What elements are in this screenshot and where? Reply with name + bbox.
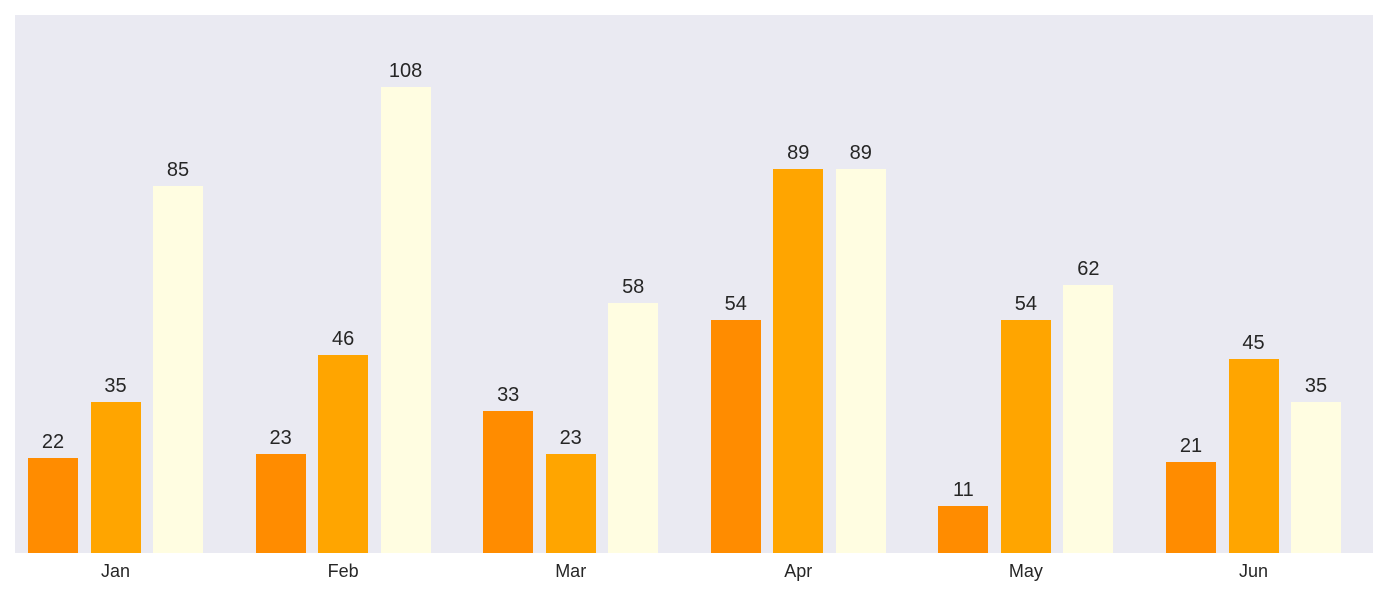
value-label: 54 [724, 293, 747, 315]
value-label: 58 [622, 276, 645, 298]
bar-group-jun: 21 45 35 Jun [1166, 15, 1341, 581]
bar-group-feb: 23 46 108 Feb [255, 15, 431, 581]
bar-group-mar: 33 23 58 Mar [483, 15, 659, 581]
bar-apr-series-2 [773, 169, 824, 553]
bar-group-jan: 22 35 85 Jan [28, 15, 203, 581]
bar-group-apr: 54 89 89 Apr [710, 15, 886, 581]
value-label: 62 [1077, 258, 1100, 280]
value-label: 23 [559, 427, 582, 449]
value-label: 45 [1242, 332, 1265, 354]
x-tick-label-jun: Jun [1238, 561, 1269, 581]
bar-may-series-1 [938, 506, 989, 553]
bar-jan-series-3 [153, 186, 203, 553]
x-tick-label-may: May [1008, 561, 1043, 581]
plot-area: 22 35 85 Jan 23 46 108 Feb 33 23 58 Mar 54 89 89 Apr 11 5… [15, 15, 1373, 581]
value-label: 46 [331, 328, 355, 350]
bar-apr-series-1 [710, 320, 761, 553]
value-label: 35 [104, 375, 127, 397]
x-tick-label-jan: Jan [100, 561, 131, 581]
value-label: 11 [953, 479, 974, 501]
bar-group-may: 11 54 62 May [938, 15, 1114, 581]
bar-mar-series-1 [483, 411, 534, 553]
bar-jan-series-2 [90, 402, 141, 553]
value-label: 33 [497, 384, 520, 406]
value-label: 89 [849, 142, 872, 164]
x-tick-label-mar: Mar [555, 561, 587, 581]
value-label: 22 [41, 431, 65, 453]
bar-jun-series-2 [1228, 359, 1279, 553]
value-label: 108 [388, 60, 423, 82]
bar-feb-series-3 [380, 87, 431, 553]
bar-feb-series-1 [255, 454, 306, 553]
value-label: 85 [166, 159, 190, 181]
bar-may-series-2 [1000, 320, 1051, 553]
bar-jun-series-1 [1166, 462, 1216, 553]
bar-may-series-3 [1063, 285, 1114, 553]
bar-jun-series-3 [1291, 402, 1341, 553]
bar-jan-series-1 [28, 458, 78, 553]
bar-mar-series-2 [545, 454, 596, 553]
value-label: 23 [269, 427, 292, 449]
x-tick-label-feb: Feb [327, 561, 359, 581]
bar-mar-series-3 [608, 303, 659, 553]
bar-feb-series-2 [318, 355, 369, 553]
value-label: 21 [1179, 435, 1203, 457]
bar-apr-series-3 [835, 169, 886, 553]
value-label: 89 [787, 142, 810, 164]
value-label: 35 [1304, 375, 1328, 397]
value-label: 54 [1014, 293, 1038, 315]
x-tick-label-apr: Apr [784, 561, 813, 581]
